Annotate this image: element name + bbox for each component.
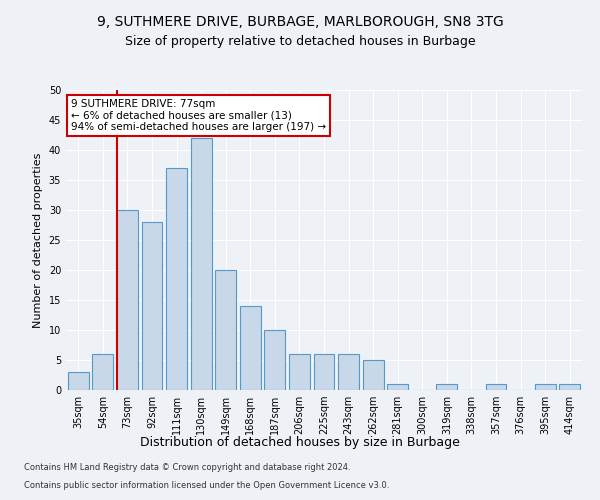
Text: Contains public sector information licensed under the Open Government Licence v3: Contains public sector information licen… <box>24 481 389 490</box>
Y-axis label: Number of detached properties: Number of detached properties <box>33 152 43 328</box>
Bar <box>265 330 286 390</box>
Bar <box>338 354 359 390</box>
Text: Contains HM Land Registry data © Crown copyright and database right 2024.: Contains HM Land Registry data © Crown c… <box>24 464 350 472</box>
Bar <box>436 384 457 390</box>
Bar <box>92 354 113 390</box>
Bar <box>68 372 89 390</box>
Bar <box>559 384 580 390</box>
Bar <box>215 270 236 390</box>
Bar <box>166 168 187 390</box>
Bar <box>191 138 212 390</box>
Bar <box>117 210 138 390</box>
Text: 9 SUTHMERE DRIVE: 77sqm
← 6% of detached houses are smaller (13)
94% of semi-det: 9 SUTHMERE DRIVE: 77sqm ← 6% of detached… <box>71 99 326 132</box>
Text: Distribution of detached houses by size in Burbage: Distribution of detached houses by size … <box>140 436 460 449</box>
Text: Size of property relative to detached houses in Burbage: Size of property relative to detached ho… <box>125 35 475 48</box>
Bar <box>142 222 163 390</box>
Bar <box>362 360 383 390</box>
Text: 9, SUTHMERE DRIVE, BURBAGE, MARLBOROUGH, SN8 3TG: 9, SUTHMERE DRIVE, BURBAGE, MARLBOROUGH,… <box>97 15 503 29</box>
Bar <box>314 354 334 390</box>
Bar <box>535 384 556 390</box>
Bar <box>485 384 506 390</box>
Bar <box>240 306 261 390</box>
Bar <box>387 384 408 390</box>
Bar <box>289 354 310 390</box>
